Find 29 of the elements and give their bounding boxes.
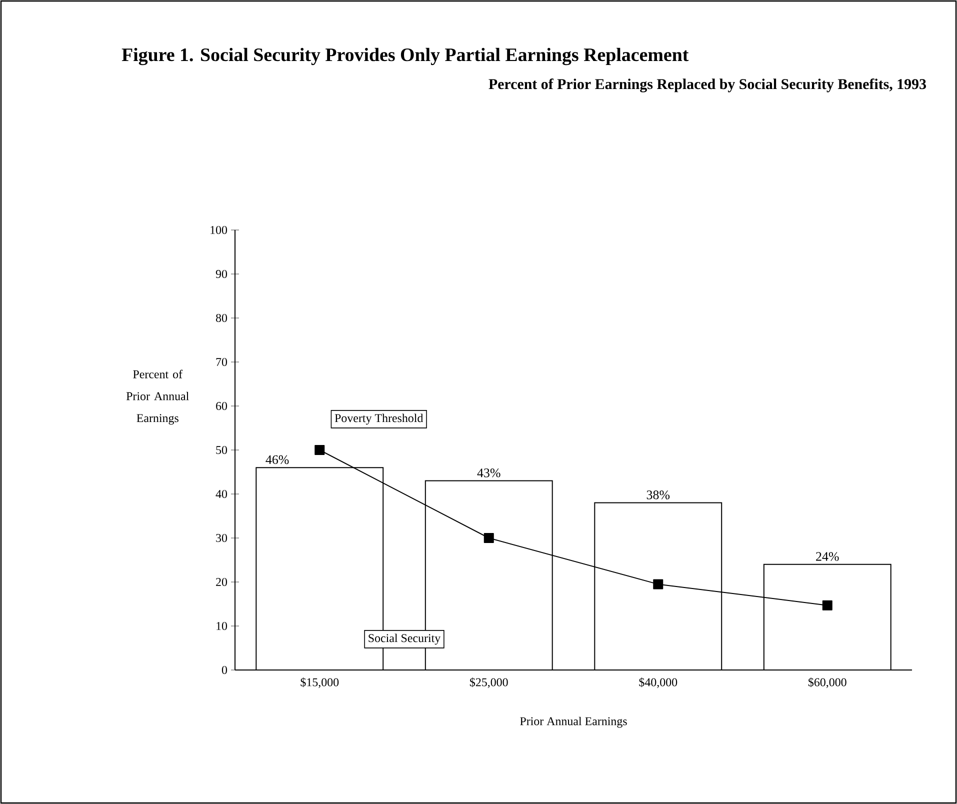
y-tick-label: 70 <box>216 358 228 366</box>
y-tick-label: 30 <box>216 534 228 542</box>
x-tick-label: $40,000 <box>639 678 678 688</box>
chart-subtitle: Percent of Prior Earnings Replaced by Social Security Benefits, 1993 <box>488 78 926 92</box>
y-tick-label: 0 <box>222 666 228 674</box>
y-tick-label: 50 <box>216 446 228 454</box>
x-tick-label: $25,000 <box>470 678 508 688</box>
data-label: 24% <box>816 552 839 561</box>
point <box>484 532 494 543</box>
data-label: 43% <box>477 468 500 478</box>
y-tick-label: 20 <box>216 578 228 586</box>
y-tick-label: 90 <box>216 270 228 278</box>
point <box>653 579 664 590</box>
y-tick-label: 80 <box>216 314 228 322</box>
chart-title: Figure 1. Social Security Provides Only Partial Earnings Replacement <box>122 48 689 66</box>
y-tick-label: 60 <box>216 402 228 410</box>
y-tick-label: 40 <box>216 490 228 498</box>
point <box>314 444 325 455</box>
y-tick-label: 100 <box>210 226 228 234</box>
y-tick-label: 10 <box>216 622 228 630</box>
series-label: Poverty Threshold <box>334 414 424 425</box>
x-tick-label: $15,000 <box>300 678 339 688</box>
x-tick-label: $60,000 <box>808 678 846 688</box>
point <box>822 600 832 610</box>
x-axis-title: Prior Annual Earnings <box>520 716 627 728</box>
series-label: Social Security <box>368 634 441 645</box>
data-label: 46% <box>266 455 289 464</box>
data-label: 38% <box>646 490 670 500</box>
y-axis-title: Percent of Prior Annual Earnings <box>126 370 189 425</box>
